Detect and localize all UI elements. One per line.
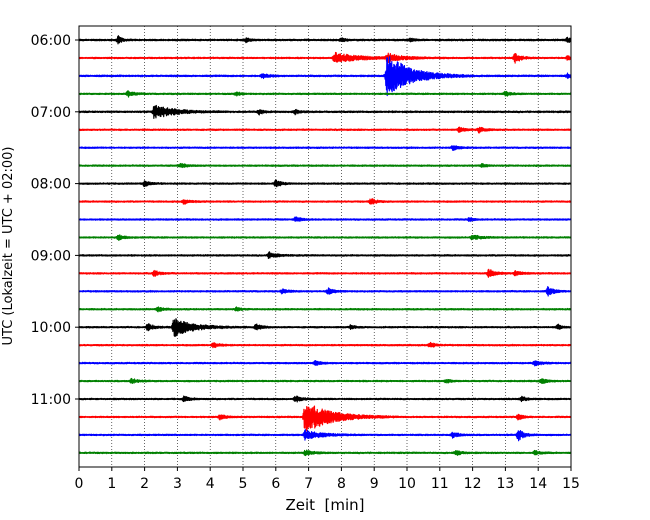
x-tick-label: 3 xyxy=(173,476,182,492)
y-axis-ticks: 06:00 07:00 08:00 09:00 10:00 11:00 xyxy=(31,33,79,408)
x-axis-title: Zeit [min] xyxy=(285,496,364,514)
trace-0600 xyxy=(79,35,571,45)
x-tick-label: 1 xyxy=(107,476,116,492)
seismogram-traces xyxy=(79,35,571,457)
trace-0630 xyxy=(79,56,571,97)
trace-1045 xyxy=(79,377,571,384)
x-tick-label: 4 xyxy=(206,476,215,492)
trace-1015 xyxy=(79,341,571,349)
x-axis-ticks: 0 1 2 3 4 5 6 7 8 9 10 11 12 13 14 15 xyxy=(75,467,580,492)
trace-1115 xyxy=(79,405,571,432)
x-tick-label: 11 xyxy=(431,476,449,492)
trace-0745 xyxy=(79,162,571,169)
trace-1000 xyxy=(79,318,571,337)
trace-0715 xyxy=(79,126,571,134)
x-tick-label: 7 xyxy=(304,476,313,492)
y-tick-label: 07:00 xyxy=(31,105,71,121)
trace-0800 xyxy=(79,179,571,188)
trace-0615 xyxy=(79,51,571,64)
x-tick-label: 0 xyxy=(75,476,84,492)
x-tick-label: 8 xyxy=(337,476,346,492)
y-tick-label: 11:00 xyxy=(31,392,71,408)
y-axis-title: UTC (Lokalzeit = UTC + 02:00) xyxy=(1,147,16,346)
trace-0900 xyxy=(79,251,571,260)
trace-0930 xyxy=(79,285,571,297)
x-tick-label: 10 xyxy=(398,476,416,492)
trace-0700 xyxy=(79,104,571,119)
x-tick-label: 2 xyxy=(140,476,149,492)
plot-frame xyxy=(78,25,572,468)
plot-area-background xyxy=(79,26,571,467)
trace-0730 xyxy=(79,145,571,151)
x-tick-label: 13 xyxy=(496,476,514,492)
y-tick-label: 10:00 xyxy=(31,320,71,336)
y-tick-label: 08:00 xyxy=(31,177,71,193)
x-tick-label: 15 xyxy=(562,476,580,492)
trace-0915 xyxy=(79,268,571,278)
trace-0945 xyxy=(79,306,571,313)
y-tick-label: 06:00 xyxy=(31,33,71,49)
trace-1130 xyxy=(79,429,571,442)
trace-1100 xyxy=(79,395,571,403)
x-tick-label: 6 xyxy=(271,476,280,492)
trace-0815 xyxy=(79,198,571,205)
trace-0645 xyxy=(79,90,571,98)
x-tick-label: 12 xyxy=(464,476,482,492)
x-tick-label: 9 xyxy=(370,476,379,492)
trace-1030 xyxy=(79,359,571,367)
x-tick-label: 5 xyxy=(239,476,248,492)
x-tick-label: 14 xyxy=(529,476,547,492)
trace-1145 xyxy=(79,449,571,457)
y-tick-label: 09:00 xyxy=(31,248,71,264)
trace-0845 xyxy=(79,234,571,241)
trace-0830 xyxy=(79,216,571,223)
